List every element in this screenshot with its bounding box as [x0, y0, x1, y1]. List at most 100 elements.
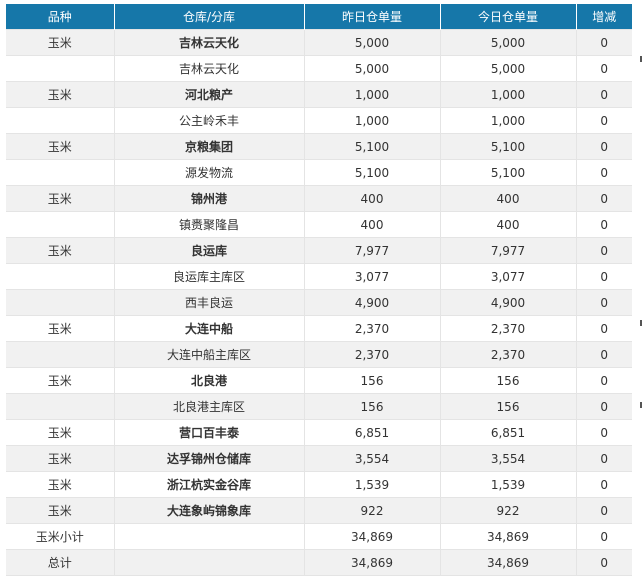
cell-warehouse: 北良港主库区 [113, 393, 304, 420]
cell-today-volume: 1,539 [439, 471, 576, 498]
cell-change: 0 [575, 419, 632, 446]
cell-today-volume: 34,869 [439, 523, 576, 550]
header-change: 增减 [575, 4, 632, 30]
header-row: 品种 仓库/分库 昨日仓单量 今日仓单量 增减 [6, 4, 632, 30]
cell-warehouse: 良运库主库区 [113, 263, 304, 290]
table-row: 玉米 良运库 7,977 7,977 0 [6, 237, 632, 264]
cell-change: 0 [575, 107, 632, 134]
cell-variety: 总计 [6, 549, 114, 576]
cell-variety: 玉米 [6, 497, 114, 524]
cell-warehouse: 西丰良运 [113, 289, 304, 316]
cell-today-volume: 1,000 [439, 107, 576, 134]
cell-variety: 玉米 [6, 419, 114, 446]
table-row: 玉米 浙江杭实金谷库 1,539 1,539 0 [6, 471, 632, 498]
cell-variety: 玉米 [6, 185, 114, 212]
cell-today-volume: 156 [439, 367, 576, 394]
cell-change: 0 [575, 29, 632, 56]
cell-change: 0 [575, 55, 632, 82]
cell-yesterday-volume: 1,539 [303, 471, 440, 498]
cell-warehouse: 北良港 [113, 367, 304, 394]
warehouse-receipt-table: 品种 仓库/分库 昨日仓单量 今日仓单量 增减 玉米 吉林云天化 5,000 5,00… [6, 4, 632, 576]
cell-warehouse: 镇赉聚隆昌 [113, 211, 304, 238]
cell-today-volume: 400 [439, 185, 576, 212]
cell-today-volume: 3,077 [439, 263, 576, 290]
table-row: 玉米 北良港 156 156 0 [6, 367, 632, 394]
cell-yesterday-volume: 156 [303, 367, 440, 394]
table-row: 玉米小计 34,869 34,869 0 [6, 523, 632, 550]
cell-yesterday-volume: 5,000 [303, 55, 440, 82]
cell-today-volume: 2,370 [439, 315, 576, 342]
table-row: 玉米 达孚锦州仓储库 3,554 3,554 0 [6, 445, 632, 472]
table-row: 镇赉聚隆昌 400 400 0 [6, 211, 632, 238]
cell-warehouse: 吉林云天化 [113, 55, 304, 82]
header-warehouse: 仓库/分库 [113, 4, 304, 30]
cell-today-volume: 7,977 [439, 237, 576, 264]
cell-warehouse: 源发物流 [113, 159, 304, 186]
cell-yesterday-volume: 6,851 [303, 419, 440, 446]
cell-today-volume: 5,100 [439, 159, 576, 186]
table-row: 玉米 京粮集团 5,100 5,100 0 [6, 133, 632, 160]
table-row: 北良港主库区 156 156 0 [6, 393, 632, 420]
cell-yesterday-volume: 34,869 [303, 523, 440, 550]
cell-variety: 玉米 [6, 81, 114, 108]
cell-change: 0 [575, 549, 632, 576]
cell-variety [6, 289, 114, 316]
cell-change: 0 [575, 367, 632, 394]
cell-today-volume: 922 [439, 497, 576, 524]
cell-yesterday-volume: 1,000 [303, 81, 440, 108]
cell-yesterday-volume: 3,554 [303, 445, 440, 472]
cell-variety: 玉米 [6, 29, 114, 56]
cell-today-volume: 6,851 [439, 419, 576, 446]
table-row: 总计 34,869 34,869 0 [6, 549, 632, 576]
cell-yesterday-volume: 400 [303, 211, 440, 238]
cell-variety [6, 263, 114, 290]
cell-today-volume: 400 [439, 211, 576, 238]
cell-change: 0 [575, 289, 632, 316]
cell-change: 0 [575, 263, 632, 290]
cell-yesterday-volume: 2,370 [303, 341, 440, 368]
cell-variety: 玉米 [6, 367, 114, 394]
cell-change: 0 [575, 185, 632, 212]
cell-variety: 玉米 [6, 445, 114, 472]
cell-warehouse [113, 523, 304, 550]
cell-yesterday-volume: 34,869 [303, 549, 440, 576]
cell-warehouse: 京粮集团 [113, 133, 304, 160]
cell-today-volume: 156 [439, 393, 576, 420]
cell-warehouse: 良运库 [113, 237, 304, 264]
cell-warehouse: 浙江杭实金谷库 [113, 471, 304, 498]
cell-today-volume: 5,000 [439, 55, 576, 82]
cell-variety [6, 393, 114, 420]
table-row: 大连中船主库区 2,370 2,370 0 [6, 341, 632, 368]
cell-change: 0 [575, 393, 632, 420]
scroll-edge-mark [640, 56, 642, 62]
cell-variety [6, 341, 114, 368]
cell-change: 0 [575, 159, 632, 186]
cell-yesterday-volume: 922 [303, 497, 440, 524]
table-row: 良运库主库区 3,077 3,077 0 [6, 263, 632, 290]
cell-yesterday-volume: 5,100 [303, 159, 440, 186]
cell-today-volume: 34,869 [439, 549, 576, 576]
cell-variety [6, 159, 114, 186]
cell-variety: 玉米小计 [6, 523, 114, 550]
cell-change: 0 [575, 497, 632, 524]
cell-yesterday-volume: 3,077 [303, 263, 440, 290]
cell-change: 0 [575, 341, 632, 368]
table-row: 玉米 营口百丰泰 6,851 6,851 0 [6, 419, 632, 446]
cell-warehouse: 营口百丰泰 [113, 419, 304, 446]
table-row: 源发物流 5,100 5,100 0 [6, 159, 632, 186]
table-row: 玉米 吉林云天化 5,000 5,000 0 [6, 29, 632, 56]
cell-yesterday-volume: 156 [303, 393, 440, 420]
table-row: 玉米 大连中船 2,370 2,370 0 [6, 315, 632, 342]
cell-yesterday-volume: 5,100 [303, 133, 440, 160]
cell-change: 0 [575, 237, 632, 264]
cell-today-volume: 3,554 [439, 445, 576, 472]
cell-warehouse: 河北粮产 [113, 81, 304, 108]
cell-yesterday-volume: 7,977 [303, 237, 440, 264]
table-row: 西丰良运 4,900 4,900 0 [6, 289, 632, 316]
cell-variety: 玉米 [6, 471, 114, 498]
table-row: 玉米 大连象屿锦象库 922 922 0 [6, 497, 632, 524]
cell-warehouse: 大连中船 [113, 315, 304, 342]
cell-yesterday-volume: 1,000 [303, 107, 440, 134]
cell-variety [6, 107, 114, 134]
header-yesterday-volume: 昨日仓单量 [303, 4, 440, 30]
